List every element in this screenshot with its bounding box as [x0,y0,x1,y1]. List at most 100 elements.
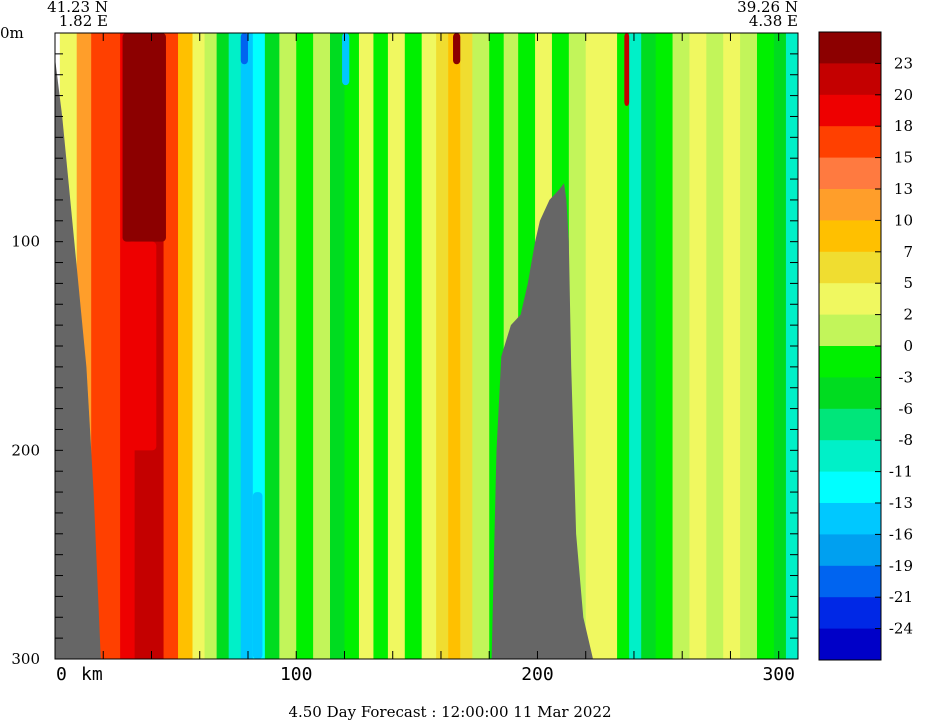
colorbar-swatch-3 [819,126,881,159]
depth-top-label: 0m [0,24,24,42]
field-column-47 [756,33,775,659]
colorbar-label: 10 [894,211,913,229]
colorbar-label: 15 [894,149,913,167]
field-column-21 [358,33,374,659]
colorbar-swatch-10 [819,346,881,378]
x-unit-label: km [81,664,103,685]
colorbar-swatch-18 [819,597,881,630]
field-column-46 [740,33,758,659]
field-column-2 [91,33,107,659]
plot-area [54,32,799,660]
field-column-9 [192,33,206,659]
field-column-16 [279,33,297,659]
field-feature-3 [240,33,248,65]
field-column-41 [655,33,674,659]
field-column-40 [641,33,657,659]
colorbar-swatch-11 [819,377,881,410]
colorbar-swatch-13 [819,440,881,473]
colorbar-swatch-16 [819,534,881,567]
x-axis-labels: 0 100 200 300 km [56,664,795,685]
colorbar-swatch-19 [819,628,881,661]
field-column-45 [723,33,741,659]
field-column-23 [387,33,406,659]
y-tick-label: 300 [11,650,40,668]
colorbar-label: -19 [889,557,913,575]
colorbar-swatch-0 [819,32,881,64]
colorbar-label: 13 [894,180,913,198]
colorbar-label: 18 [894,117,913,135]
end-lon: 4.38 E [749,12,798,30]
colorbar-label: -6 [898,400,913,418]
field-column-26 [436,33,449,659]
colorbar-label: -8 [898,431,913,449]
end-lat: 39.26 N [737,0,798,16]
field-feature-2 [453,33,461,65]
field-column-44 [706,33,724,659]
field-column-7 [163,33,179,659]
field-column-27 [448,33,461,659]
value-field [59,33,798,659]
colorbar-label: 0 [903,337,913,355]
field-column-48 [773,33,787,659]
colorbar-swatch-4 [819,157,881,190]
field-column-24 [404,33,423,659]
colorbar-label: -21 [889,588,913,606]
field-column-38 [617,33,630,659]
colorbar-label: -24 [889,620,913,638]
field-column-11 [216,33,230,659]
field-column-18 [313,33,331,659]
field-column-42 [672,33,690,659]
field-column-29 [472,33,490,659]
field-feature-0 [122,33,166,242]
colorbar-label: 5 [903,274,913,292]
colorbar-label: -16 [889,525,913,543]
y-tick-label: 100 [11,233,40,251]
field-column-15 [264,33,280,659]
field-column-37 [600,33,618,659]
x-tick-label: 200 [521,664,554,685]
y-tick-label: 200 [11,441,40,459]
colorbar-swatch-1 [819,63,881,96]
colorbar-label: 7 [903,243,913,261]
colorbar-swatch-14 [819,471,881,504]
field-column-25 [421,33,437,659]
field-column-8 [178,33,194,659]
bathymetry-seamount [491,183,593,659]
field-column-19 [330,33,345,659]
field-column-28 [460,33,473,659]
y-axis-labels: 100 200 300 [11,233,40,668]
field-feature-4 [342,33,350,86]
x-tick-label: 100 [280,664,313,685]
colorbar-swatch-12 [819,408,881,441]
colorbar-label: -11 [889,463,913,481]
field-feature-6 [252,492,263,659]
field-column-12 [228,33,242,659]
field-column-43 [689,33,707,659]
colorbar-swatch-9 [819,314,881,347]
field-feature-1 [127,241,157,451]
field-column-3 [105,33,121,659]
axis-ticks [55,33,798,659]
field-column-22 [373,33,389,659]
x-tick-label: 300 [762,664,795,685]
colorbar-label: 20 [894,86,913,104]
field-column-39 [629,33,642,659]
colorbar-label: -3 [898,368,913,386]
field-column-17 [296,33,314,659]
start-lon: 1.82 E [59,12,108,30]
colorbar-swatch-5 [819,189,881,221]
field-column-10 [204,33,218,659]
field-column-20 [344,33,360,659]
field-column-13 [240,33,254,659]
colorbar-label: 2 [903,306,913,324]
x-tick-label: 0 [56,664,67,685]
field-feature-5 [624,33,630,107]
colorbar-swatch-2 [819,94,881,127]
colorbar-swatch-15 [819,503,881,535]
bathymetry-shelf [55,58,101,659]
colorbar-label: -13 [889,494,913,512]
colorbar-swatch-17 [819,565,881,598]
forecast-footer: 4.50 Day Forecast : 12:00:00 11 Mar 2022 [288,703,611,721]
